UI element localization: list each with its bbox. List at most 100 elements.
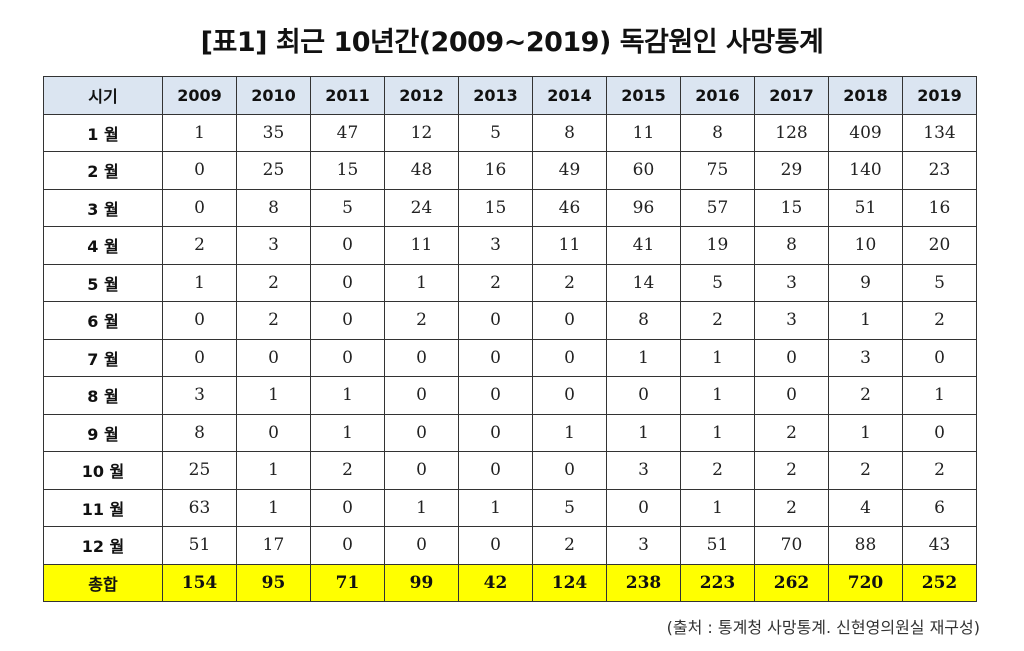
header-cell-year: 2011: [310, 76, 385, 115]
table-cell: 1: [310, 376, 385, 415]
total-cell: 238: [606, 563, 681, 602]
table-cell: 29: [754, 151, 829, 190]
table-cell: 47: [310, 113, 385, 152]
row-label-month: 10 월: [43, 451, 163, 490]
table-cell: 3: [162, 376, 237, 415]
table-row: 10 월 25 1 2 0 0 0 3 2 2 2 2: [43, 451, 977, 490]
table-cell: 2: [532, 263, 607, 302]
table-cell: 0: [754, 338, 829, 377]
table-cell: 2: [162, 226, 237, 265]
header-cell-year: 2019: [902, 76, 977, 115]
table-cell: 8: [162, 413, 237, 452]
table-cell: 2: [384, 301, 459, 340]
table-cell: 0: [458, 413, 533, 452]
table-cell: 2: [310, 451, 385, 490]
table-cell: 75: [680, 151, 755, 190]
table-row: 11 월 63 1 0 1 1 5 0 1 2 4 6: [43, 488, 977, 527]
table-cell: 3: [236, 226, 311, 265]
table-cell: 0: [310, 488, 385, 527]
table-cell: 8: [680, 113, 755, 152]
table-row: 3 월 0 8 5 24 15 46 96 57 15 51 16: [43, 188, 977, 227]
table-cell: 1: [680, 338, 755, 377]
table-cell: 12: [384, 113, 459, 152]
table-cell: 16: [902, 188, 977, 227]
header-cell-year: 2017: [754, 76, 829, 115]
table-cell: 0: [532, 301, 607, 340]
table-cell: 0: [606, 376, 681, 415]
total-cell: 124: [532, 563, 607, 602]
table-cell: 5: [532, 488, 607, 527]
table-cell: 2: [902, 301, 977, 340]
table-cell: 49: [532, 151, 607, 190]
table-cell: 0: [458, 338, 533, 377]
table-cell: 140: [828, 151, 903, 190]
table-cell: 10: [828, 226, 903, 265]
header-cell-year: 2009: [162, 76, 237, 115]
table-cell: 1: [680, 376, 755, 415]
table-row: 1 월 1 35 47 12 5 8 11 8 128 409 134: [43, 113, 977, 152]
table-cell: 0: [902, 413, 977, 452]
total-cell: 154: [162, 563, 237, 602]
table-cell: 2: [754, 451, 829, 490]
table-cell: 1: [310, 413, 385, 452]
table-cell: 3: [754, 263, 829, 302]
table-cell: 3: [828, 338, 903, 377]
table-cell: 1: [236, 488, 311, 527]
table-cell: 1: [680, 488, 755, 527]
table-cell: 23: [902, 151, 977, 190]
table-cell: 20: [902, 226, 977, 265]
table-cell: 0: [532, 451, 607, 490]
table-cell: 43: [902, 526, 977, 565]
row-label-month: 6 월: [43, 301, 163, 340]
row-label-month: 11 월: [43, 488, 163, 527]
row-label-month: 5 월: [43, 263, 163, 302]
table-cell: 2: [902, 451, 977, 490]
row-label-month: 12 월: [43, 526, 163, 565]
table-cell: 9: [828, 263, 903, 302]
table-cell: 11: [606, 113, 681, 152]
table-cell: 35: [236, 113, 311, 152]
table-cell: 0: [384, 451, 459, 490]
table-cell: 0: [606, 488, 681, 527]
table-cell: 24: [384, 188, 459, 227]
total-cell: 223: [680, 563, 755, 602]
table-cell: 11: [532, 226, 607, 265]
source-note: (출처 : 통계청 사망통계. 신현영의원실 재구성): [666, 618, 980, 637]
table-cell: 0: [162, 301, 237, 340]
table-cell: 0: [458, 526, 533, 565]
header-cell-year: 2016: [680, 76, 755, 115]
header-cell-period: 시기: [43, 76, 163, 115]
table-cell: 1: [680, 413, 755, 452]
total-cell: 252: [902, 563, 977, 602]
table-cell: 2: [680, 451, 755, 490]
header-row: 시기 2009 2010 2011 2012 2013 2014 2015 2016 2017 20…: [43, 76, 977, 115]
table-cell: 0: [902, 338, 977, 377]
table-cell: 17: [236, 526, 311, 565]
table-cell: 25: [162, 451, 237, 490]
table-cell: 1: [384, 488, 459, 527]
total-cell: 42: [458, 563, 533, 602]
table-cell: 0: [532, 376, 607, 415]
table-cell: 0: [162, 188, 237, 227]
total-row-label: 총합: [43, 563, 163, 602]
table-cell: 3: [458, 226, 533, 265]
table-cell: 51: [680, 526, 755, 565]
table-cell: 1: [458, 488, 533, 527]
total-cell: 71: [310, 563, 385, 602]
table-cell: 0: [236, 413, 311, 452]
table-cell: 0: [236, 338, 311, 377]
table-cell: 51: [162, 526, 237, 565]
table-cell: 5: [310, 188, 385, 227]
total-cell: 262: [754, 563, 829, 602]
table-row: 5 월 1 2 0 1 2 2 14 5 3 9 5: [43, 263, 977, 302]
table-cell: 2: [458, 263, 533, 302]
statistics-table: 시기 2009 2010 2011 2012 2013 2014 2015 2016 2017 20…: [43, 76, 977, 602]
page-title: [표1] 최근 10년간(2009~2019) 독감원인 사망통계: [200, 27, 824, 58]
table-cell: 3: [754, 301, 829, 340]
header-cell-year: 2012: [384, 76, 459, 115]
table-cell: 14: [606, 263, 681, 302]
table-cell: 1: [384, 263, 459, 302]
table-cell: 0: [458, 376, 533, 415]
table-cell: 1: [532, 413, 607, 452]
